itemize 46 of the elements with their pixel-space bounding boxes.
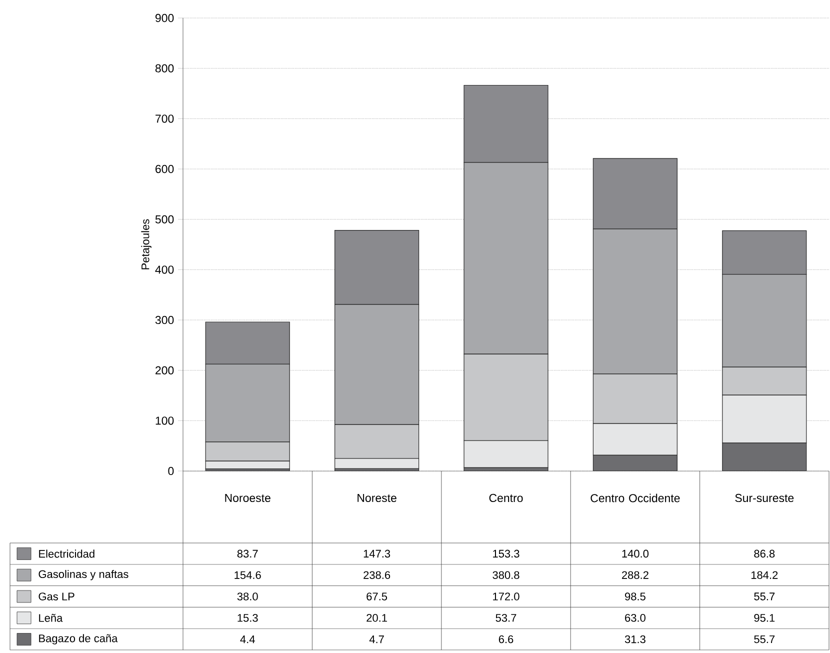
y-tick-label: 100: [156, 416, 174, 425]
x-tick-label: Sur-sureste: [735, 494, 794, 502]
x-tick-label: Centro Occidente: [590, 494, 680, 502]
y-tick-label: 700: [156, 114, 174, 123]
data-label: 83.7: [237, 550, 258, 558]
data-label: 147.3: [364, 550, 390, 558]
data-label: 38.0: [237, 592, 258, 600]
y-tick-label: 0: [168, 466, 174, 476]
data-label: 98.5: [625, 592, 646, 600]
data-label: 31.3: [624, 635, 646, 644]
data-label: 154.6: [234, 571, 261, 579]
data-label: 63.0: [625, 614, 646, 622]
data-label: 380.8: [492, 571, 520, 579]
legend-label: Bagazo de caña: [39, 634, 118, 644]
data-label: 15.3: [238, 614, 258, 622]
data-label: 67.5: [366, 592, 388, 600]
data-label: 140.0: [622, 550, 649, 558]
x-tick-label: Noroeste: [225, 494, 270, 502]
data-label: 55.7: [754, 592, 775, 600]
legend-label: Gasolinas y naftas: [38, 570, 128, 580]
data-label: 95.1: [754, 614, 775, 622]
data-label: 86.8: [754, 550, 775, 558]
legend-label: Gas LP: [38, 592, 74, 600]
y-tick-label: 300: [155, 316, 174, 324]
x-tick-label: Noreste: [358, 494, 396, 502]
data-label: 184.2: [751, 571, 778, 579]
data-label: 4.7: [369, 636, 384, 644]
y-tick-label: 600: [156, 164, 174, 174]
y-tick-label: 500: [155, 215, 174, 224]
data-label: 238.6: [364, 571, 390, 579]
data-label: 172.0: [493, 592, 520, 600]
y-tick-label: 800: [155, 64, 174, 72]
y-tick-label: 900: [155, 14, 174, 22]
x-tick-label: Centro: [489, 494, 523, 502]
y-axis-title: Petajoules: [141, 219, 152, 270]
data-label: 20.1: [366, 614, 387, 622]
data-label: 4.4: [240, 636, 255, 644]
y-tick-label: 400: [155, 266, 174, 274]
legend-label: Electricidad: [39, 550, 94, 558]
legend-label: Leña: [39, 614, 63, 622]
data-label: 6.6: [498, 635, 514, 644]
data-label: 55.7: [754, 635, 775, 644]
data-label: 288.2: [622, 571, 648, 579]
data-label: 53.7: [496, 614, 516, 622]
data-label: 153.3: [493, 550, 520, 558]
y-tick-label: 200: [156, 366, 174, 374]
